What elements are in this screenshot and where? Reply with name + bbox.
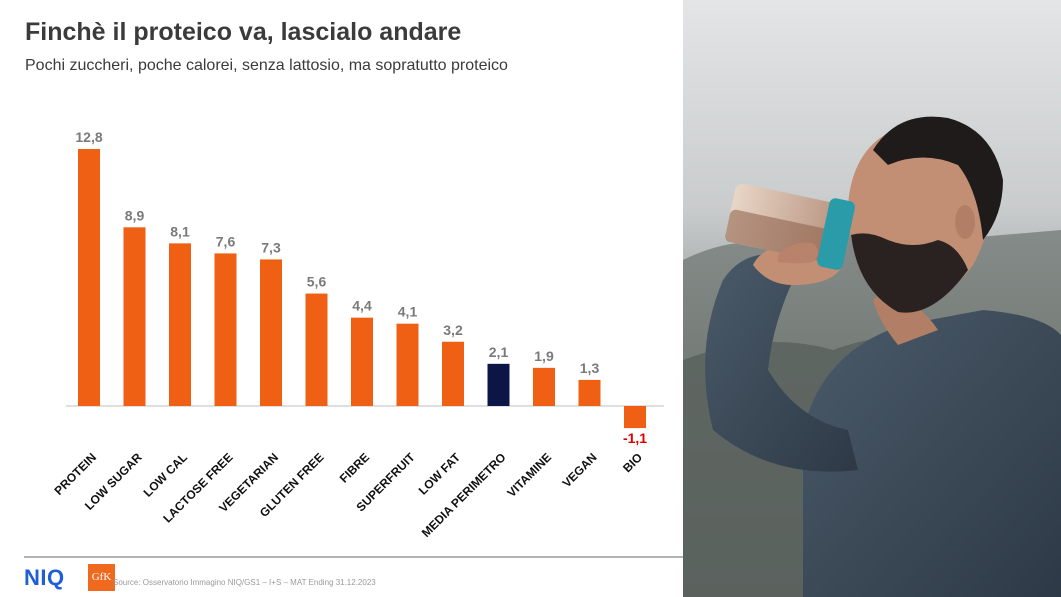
bar-low-fat bbox=[442, 341, 464, 406]
category-label: PROTEIN bbox=[52, 450, 100, 498]
data-label: 8,9 bbox=[125, 207, 145, 223]
category-label: MEDIA PERIMETRO bbox=[419, 450, 509, 540]
category-label: VITAMINE bbox=[504, 450, 554, 500]
bar-low-cal bbox=[169, 243, 191, 406]
bar-vegan bbox=[578, 379, 601, 406]
bar-bio bbox=[624, 406, 646, 429]
footer-divider bbox=[24, 556, 683, 558]
data-label: 4,4 bbox=[352, 298, 372, 314]
gfk-logo: GfK bbox=[88, 564, 115, 591]
data-label: 12,8 bbox=[75, 129, 102, 145]
data-label: 3,2 bbox=[443, 322, 463, 338]
bar-superfruit bbox=[396, 323, 419, 406]
bar-vegetarian bbox=[260, 259, 282, 406]
data-label: 5,6 bbox=[307, 274, 327, 290]
bar-vitamine bbox=[533, 367, 555, 406]
data-label: 7,6 bbox=[216, 233, 236, 249]
category-label: FIBRE bbox=[337, 450, 372, 485]
page-subtitle: Pochi zuccheri, poche calorei, senza lat… bbox=[25, 57, 508, 74]
bar-lactose-free bbox=[214, 253, 237, 406]
category-label: BIO bbox=[620, 450, 645, 475]
bar-gluten-free bbox=[305, 293, 328, 406]
niq-logo: NIQ bbox=[24, 565, 65, 590]
bar-low-sugar bbox=[123, 227, 146, 406]
category-label: VEGAN bbox=[560, 450, 600, 490]
chart-panel: Finchè il proteico va, lascialo andare P… bbox=[24, 18, 683, 591]
data-label: 1,9 bbox=[534, 348, 554, 364]
data-label: 2,1 bbox=[489, 344, 509, 360]
page-title: Finchè il proteico va, lascialo andare bbox=[25, 18, 462, 46]
data-label: -1,1 bbox=[623, 430, 647, 446]
man-drinking-protein-shake-photo bbox=[683, 0, 1061, 597]
data-label: 4,1 bbox=[398, 304, 418, 320]
data-label: 7,3 bbox=[261, 239, 281, 255]
category-label: LOW FAT bbox=[416, 450, 464, 498]
source-note: Source: Osservatorio Immagino NIQ/GS1 – … bbox=[113, 578, 376, 587]
bar-fibre bbox=[351, 317, 373, 406]
data-label: 1,3 bbox=[580, 360, 600, 376]
data-label: 8,1 bbox=[170, 223, 190, 239]
bar-protein bbox=[78, 149, 100, 406]
bar-media-perimetro bbox=[487, 363, 510, 406]
